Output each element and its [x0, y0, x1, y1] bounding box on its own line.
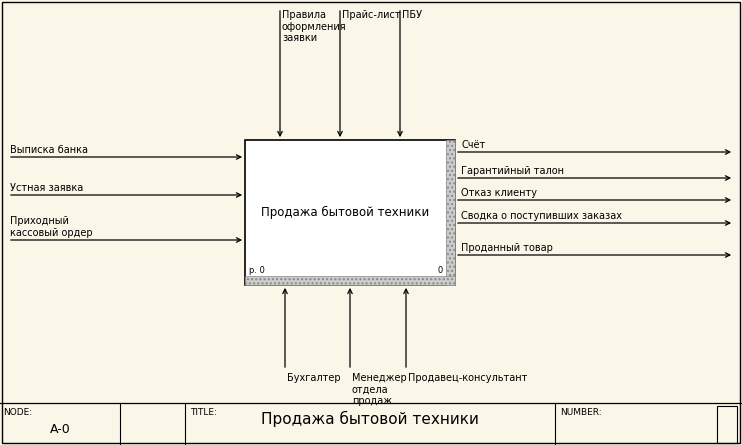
- Bar: [245, 140, 455, 285]
- Text: Продажа бытовой техники: Продажа бытовой техники: [261, 206, 430, 219]
- Text: Прайс-лист: Прайс-лист: [342, 10, 401, 20]
- Bar: [717, 406, 737, 443]
- Text: Отказ клиенту: Отказ клиенту: [461, 188, 537, 198]
- Bar: [446, 140, 455, 285]
- Text: Правила
оформления
заявки: Правила оформления заявки: [282, 10, 347, 43]
- Text: Счёт: Счёт: [461, 140, 485, 150]
- Text: Продавец-консультант: Продавец-консультант: [408, 373, 528, 383]
- Text: Проданный товар: Проданный товар: [461, 243, 553, 253]
- Text: Менеджер
отдела
продаж: Менеджер отдела продаж: [352, 373, 407, 406]
- Text: Выписка банка: Выписка банка: [10, 145, 88, 155]
- Text: Гарантийный талон: Гарантийный талон: [461, 166, 564, 176]
- Text: р. 0: р. 0: [249, 266, 265, 275]
- Text: TITLE:: TITLE:: [190, 408, 217, 417]
- Text: 0: 0: [437, 266, 442, 275]
- Text: Продажа бытовой техники: Продажа бытовой техники: [261, 411, 479, 427]
- Text: Бухгалтер: Бухгалтер: [287, 373, 341, 383]
- Text: NODE:: NODE:: [3, 408, 32, 417]
- Text: ПБУ: ПБУ: [402, 10, 422, 20]
- Text: Сводка о поступивших заказах: Сводка о поступивших заказах: [461, 211, 622, 221]
- Bar: [245, 276, 455, 285]
- Text: Устная заявка: Устная заявка: [10, 183, 83, 193]
- Text: A-0: A-0: [50, 423, 70, 436]
- Text: NUMBER:: NUMBER:: [560, 408, 602, 417]
- Text: Приходный
кассовый ордер: Приходный кассовый ордер: [10, 216, 93, 238]
